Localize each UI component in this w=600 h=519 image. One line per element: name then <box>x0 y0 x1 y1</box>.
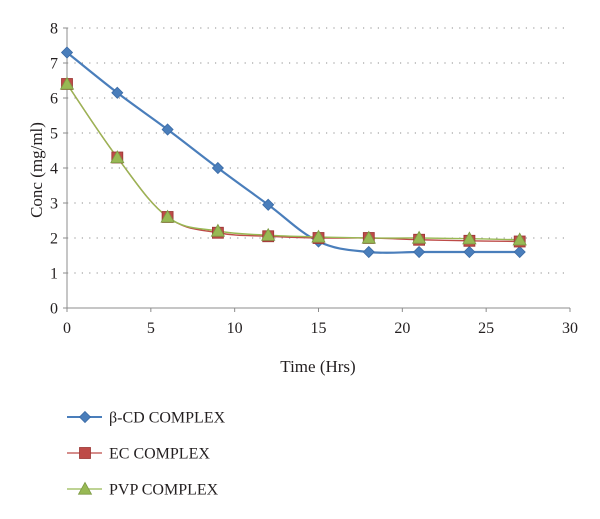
y-tick-label-4: 4 <box>50 161 58 178</box>
y-tick-label-8: 8 <box>50 21 58 38</box>
series-markers <box>59 46 527 259</box>
point-s0-9 <box>513 245 526 259</box>
y-tick-label-7: 7 <box>50 56 58 73</box>
point-s0-2 <box>161 123 174 136</box>
y-tick-label-1: 1 <box>50 266 58 283</box>
legend-marker-2 <box>77 481 93 495</box>
y-tick-label-5: 5 <box>50 126 58 143</box>
point-s2-9 <box>512 232 527 246</box>
point-s2-1 <box>110 150 125 164</box>
x-tick-labels: 0 5 10 15 20 25 30 <box>63 320 578 337</box>
y-tick-label-3: 3 <box>50 196 58 213</box>
legend: β-CD COMPLEX EC COMPLEX PVP COMPLEX <box>67 410 226 499</box>
y-tick-labels: 0 1 2 3 4 5 6 7 8 <box>50 21 58 318</box>
point-s0-8 <box>463 245 476 259</box>
x-tick-label-4: 20 <box>394 320 410 337</box>
legend-marker-1 <box>79 447 91 459</box>
series-line-0 <box>66 51 520 254</box>
y-axis-label: Conc (mg/ml) <box>27 122 46 218</box>
axes <box>63 27 571 312</box>
x-axis-label: Time (Hrs) <box>280 357 355 376</box>
legend-marker-0 <box>78 410 92 424</box>
y-tick-label-2: 2 <box>50 231 58 248</box>
point-s0-7 <box>413 245 426 259</box>
point-s2-6 <box>361 230 376 244</box>
legend-label-0: β-CD COMPLEX <box>109 410 226 427</box>
point-s2-3 <box>210 223 226 237</box>
legend-label-1: EC COMPLEX <box>109 446 210 463</box>
point-s0-6 <box>362 245 375 259</box>
point-s2-4 <box>261 227 276 241</box>
point-s0-1 <box>111 86 124 99</box>
point-s0-4 <box>262 198 275 211</box>
series-lines <box>66 51 520 254</box>
point-s2-2 <box>160 209 175 223</box>
x-tick-label-6: 30 <box>562 320 578 337</box>
x-tick-label-5: 25 <box>478 320 494 337</box>
x-tick-label-2: 10 <box>227 320 243 337</box>
point-s0-3 <box>211 161 224 175</box>
series-line-2 <box>66 83 520 241</box>
point-s2-0 <box>59 76 75 90</box>
point-s2-5 <box>311 229 326 243</box>
point-s0-0 <box>60 46 74 59</box>
x-tick-label-0: 0 <box>63 320 71 337</box>
x-tick-label-1: 5 <box>147 320 155 337</box>
legend-label-2: PVP COMPLEX <box>109 482 219 499</box>
y-tick-label-0: 0 <box>50 301 58 318</box>
y-tick-label-6: 6 <box>50 91 58 108</box>
point-s2-8 <box>462 231 477 245</box>
point-s2-7 <box>411 230 427 244</box>
series-line-1 <box>66 83 520 243</box>
x-tick-label-3: 15 <box>311 320 327 337</box>
